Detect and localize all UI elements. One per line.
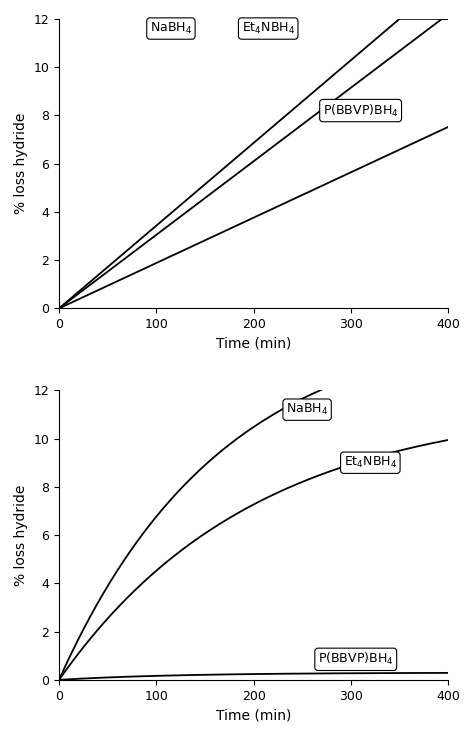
X-axis label: Time (min): Time (min) xyxy=(216,336,292,350)
X-axis label: Time (min): Time (min) xyxy=(216,708,292,722)
Y-axis label: % loss hydride: % loss hydride xyxy=(14,113,28,214)
Text: NaBH$_4$: NaBH$_4$ xyxy=(286,402,328,417)
Text: Et$_4$NBH$_4$: Et$_4$NBH$_4$ xyxy=(242,21,295,36)
Text: Et$_4$NBH$_4$: Et$_4$NBH$_4$ xyxy=(344,455,397,470)
Text: P(BBVP)BH$_4$: P(BBVP)BH$_4$ xyxy=(323,102,399,118)
Text: NaBH$_4$: NaBH$_4$ xyxy=(150,21,192,36)
Y-axis label: % loss hydride: % loss hydride xyxy=(14,484,28,586)
Text: P(BBVP)BH$_4$: P(BBVP)BH$_4$ xyxy=(318,651,393,668)
